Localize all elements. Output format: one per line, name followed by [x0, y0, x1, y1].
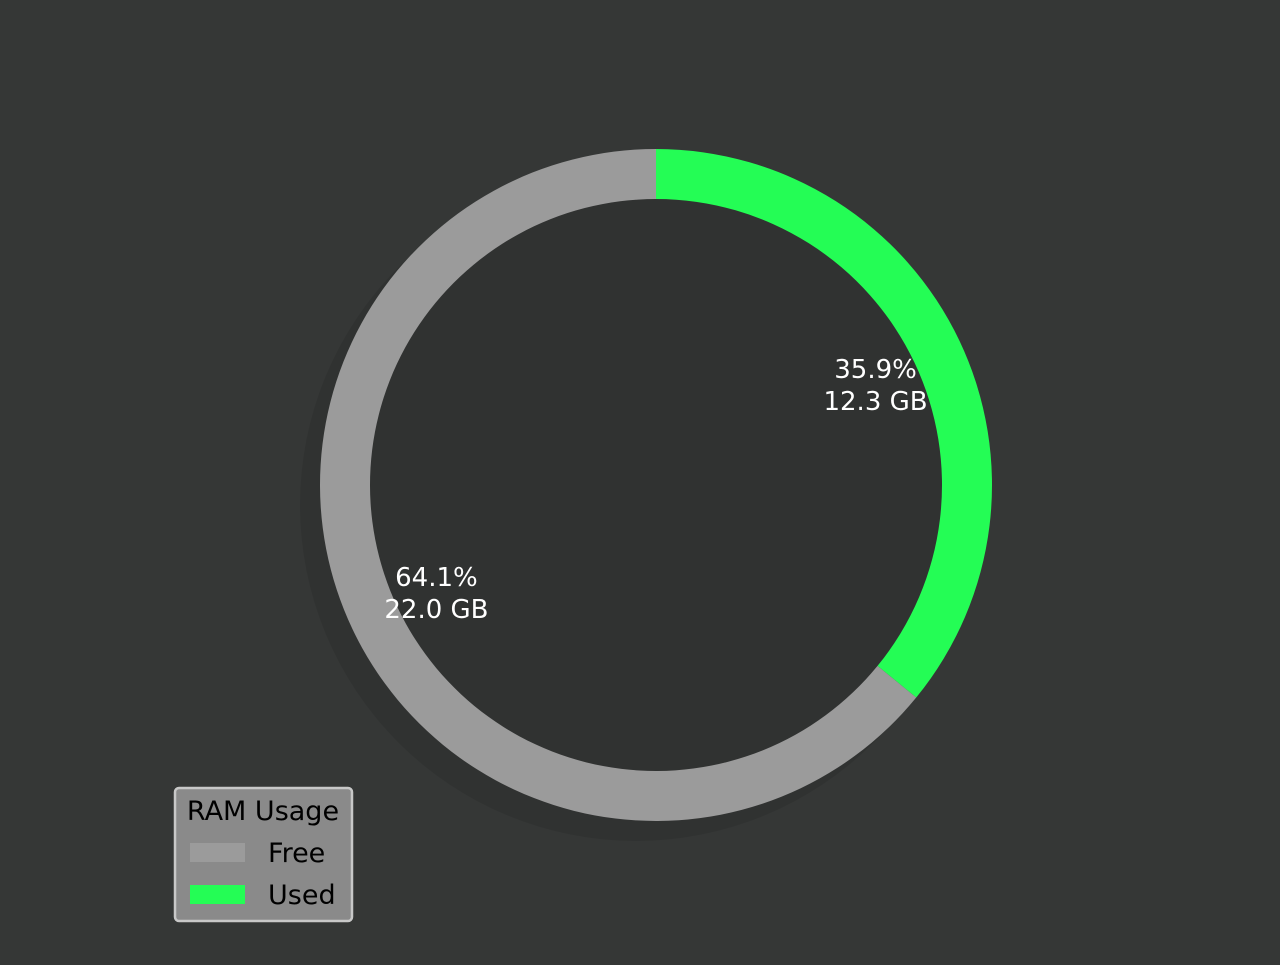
- slice-value-label: 22.0 GB: [384, 595, 488, 625]
- legend: RAM Usage Free Used: [173, 786, 354, 923]
- slice-label-used: 35.9% 12.3 GB: [823, 355, 927, 417]
- chart-shadow-disk: [300, 169, 972, 841]
- slice-value-label: 12.3 GB: [823, 387, 927, 417]
- legend-label-used: Used: [268, 880, 336, 911]
- slice-percent-label: 64.1%: [395, 563, 478, 593]
- slices-group: [319, 149, 992, 821]
- slice-percent-label: 35.9%: [834, 355, 917, 385]
- slice-free: [319, 149, 917, 821]
- legend-swatch-used: [190, 885, 245, 904]
- chart-shadow: [300, 169, 972, 841]
- slice-labels-group: 35.9% 12.3 GB 64.1% 22.0 GB: [384, 355, 927, 625]
- legend-swatch-free: [190, 843, 245, 862]
- slice-used: [656, 149, 992, 698]
- slice-label-free: 64.1% 22.0 GB: [384, 563, 488, 625]
- legend-label-free: Free: [268, 838, 325, 869]
- legend-title: RAM Usage: [187, 796, 339, 827]
